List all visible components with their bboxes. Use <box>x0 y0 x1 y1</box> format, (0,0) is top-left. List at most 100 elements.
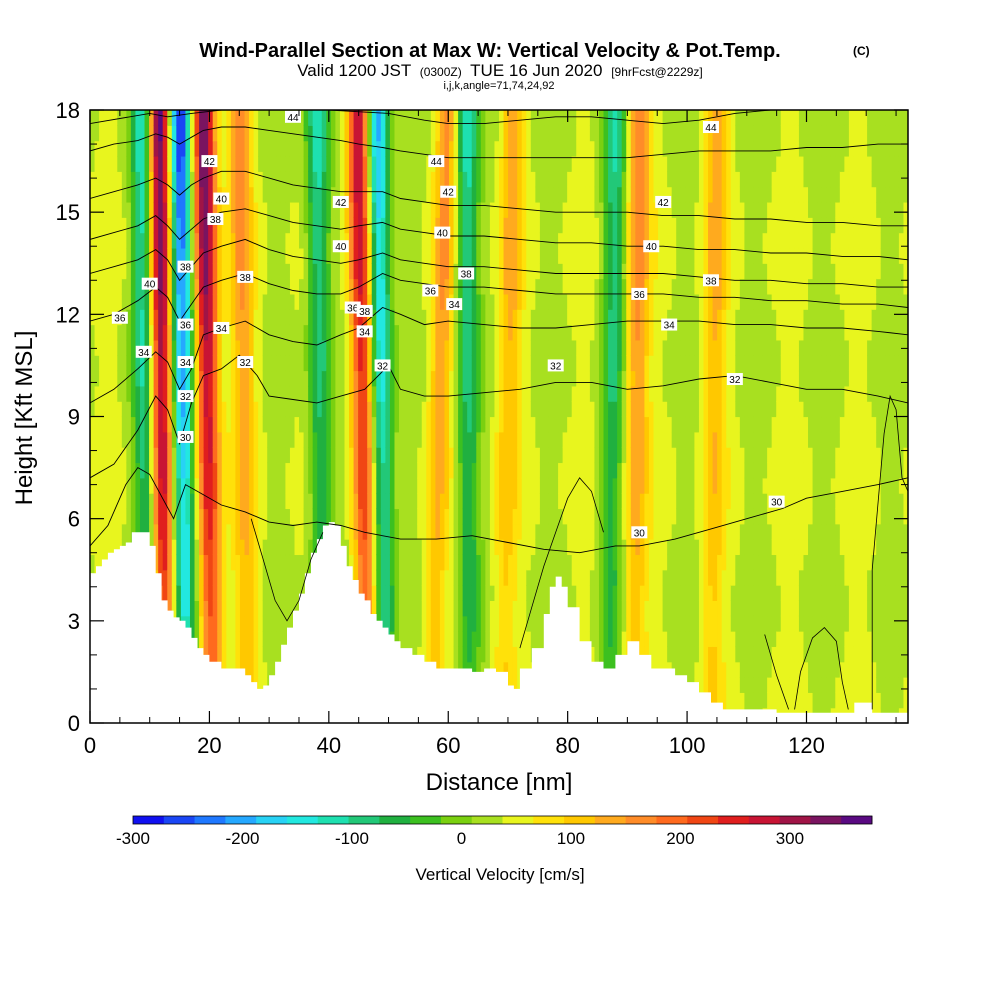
field-column <box>771 110 777 723</box>
field-column <box>708 110 714 723</box>
field-column <box>194 110 200 723</box>
colorbar-swatch <box>533 816 565 824</box>
field-column <box>798 110 805 723</box>
theta-contour-line <box>90 273 908 322</box>
field-column <box>794 110 800 723</box>
x-tick-label: 100 <box>669 733 706 758</box>
field-column <box>244 110 250 723</box>
x-axis-label: Distance [nm] <box>426 769 573 796</box>
field-column <box>689 110 696 723</box>
field-column <box>635 110 641 723</box>
field-column <box>598 110 605 723</box>
colorbar-swatch <box>133 816 165 824</box>
field-column <box>208 110 214 723</box>
theta-contour-label: 30 <box>768 495 785 509</box>
field-column <box>876 110 882 723</box>
field-column <box>508 110 514 723</box>
field-column <box>617 110 623 723</box>
subtitle-valid-time: Valid 1200 JST <box>297 61 411 80</box>
field-column <box>480 110 486 723</box>
field-column <box>449 110 455 723</box>
field-column <box>630 110 636 723</box>
field-column <box>235 110 241 723</box>
field-column <box>512 110 518 723</box>
field-column <box>249 110 255 723</box>
theta-contour-label: 34 <box>661 318 678 332</box>
theta-contour-label: 32 <box>237 356 254 369</box>
theta-contour-label: 36 <box>422 284 439 297</box>
field-column <box>458 110 464 723</box>
field-column <box>808 110 814 723</box>
x-tick-label: 40 <box>317 733 341 758</box>
y-tick-label: 3 <box>68 609 80 634</box>
colorbar-swatch <box>779 816 811 824</box>
velocity-field <box>90 110 908 723</box>
colorbar-swatch <box>594 816 627 824</box>
field-column <box>485 110 491 723</box>
field-column <box>230 110 237 723</box>
colorbar-swatch <box>841 816 873 824</box>
colorbar-swatch <box>687 816 719 824</box>
theta-contour-label: 32 <box>547 359 564 372</box>
field-column <box>821 110 827 723</box>
field-column <box>744 110 750 723</box>
theta-contour-label: 30 <box>177 430 194 444</box>
theta-contour-label: 34 <box>213 321 230 335</box>
field-column <box>853 110 859 723</box>
theta-contour-label: 40 <box>643 240 660 253</box>
chart-subtitle: Valid 1200 JST (0300Z) TUE 16 Jun 2020 [… <box>297 61 703 80</box>
x-tick-label: 0 <box>84 733 96 758</box>
theta-contour-label: 44 <box>428 155 445 168</box>
colorbar-tick-label: -200 <box>225 829 259 848</box>
colorbar-tick-label: 0 <box>457 829 466 848</box>
colorbar-swatch <box>564 816 596 824</box>
theta-contour-label: 40 <box>332 240 349 253</box>
field-column <box>521 110 527 723</box>
colorbar-tick-label: 200 <box>666 829 694 848</box>
theta-contour-label: 38 <box>702 274 719 287</box>
field-column <box>730 110 736 723</box>
field-column <box>417 110 423 723</box>
colorbar-swatch <box>194 816 226 824</box>
field-column <box>739 110 745 723</box>
field-column <box>580 110 586 723</box>
terrain-mask <box>90 522 908 723</box>
colorbar-swatch <box>379 816 411 824</box>
field-column <box>585 110 591 723</box>
chart-title: Wind-Parallel Section at Max W: Vertical… <box>199 40 780 62</box>
field-column <box>253 110 259 723</box>
field-column <box>471 110 477 723</box>
colorbar-swatch <box>225 816 257 824</box>
field-column <box>785 110 791 723</box>
field-column <box>462 110 468 723</box>
colorbar-swatch <box>163 816 195 824</box>
theta-contour-line <box>871 394 908 710</box>
field-column <box>862 110 868 723</box>
field-column <box>439 110 446 723</box>
theta-contour-label: 38 <box>237 270 254 284</box>
field-column <box>453 110 459 723</box>
field-column <box>435 110 441 723</box>
field-column <box>499 110 505 723</box>
theta-contours <box>90 110 908 710</box>
field-column <box>717 110 723 723</box>
field-column <box>394 110 400 723</box>
field-column <box>539 110 546 723</box>
field-column <box>626 110 632 723</box>
theta-contour-line <box>764 634 789 710</box>
theta-contour-label: 42 <box>655 195 672 209</box>
field-column <box>780 110 786 723</box>
field-column <box>789 110 795 723</box>
field-column <box>271 110 277 723</box>
colorbar-swatch <box>410 816 442 824</box>
colorbar-frame <box>132 815 873 825</box>
y-tick-label: 18 <box>56 98 80 123</box>
x-tick-label: 120 <box>788 733 825 758</box>
theta-contour-label: 34 <box>135 345 152 359</box>
field-column <box>467 110 473 723</box>
colorbar-swatch <box>718 816 750 824</box>
theta-contour-line <box>90 110 222 125</box>
field-column <box>621 110 627 723</box>
